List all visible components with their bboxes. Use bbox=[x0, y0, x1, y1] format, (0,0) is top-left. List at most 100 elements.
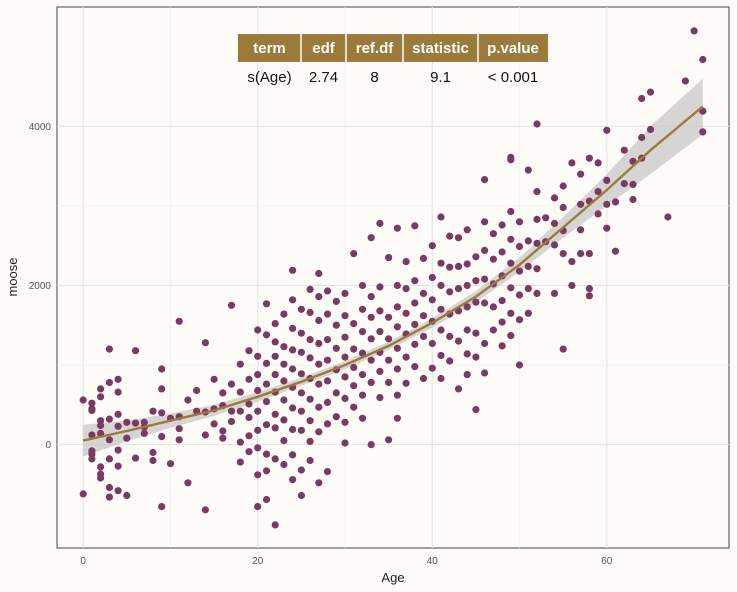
data-point bbox=[507, 309, 515, 317]
data-point bbox=[271, 320, 279, 328]
data-point bbox=[323, 468, 332, 476]
data-point bbox=[411, 222, 419, 230]
data-point bbox=[97, 393, 105, 401]
data-point bbox=[97, 421, 105, 430]
data-point bbox=[515, 218, 524, 226]
data-point bbox=[341, 418, 349, 426]
data-point bbox=[254, 386, 262, 395]
data-point bbox=[358, 328, 367, 336]
data-point bbox=[393, 281, 401, 290]
data-point bbox=[472, 406, 480, 414]
data-point bbox=[114, 388, 122, 396]
data-point bbox=[341, 373, 349, 381]
data-point bbox=[367, 234, 375, 242]
data-point bbox=[385, 356, 393, 364]
data-point bbox=[323, 356, 332, 364]
data-point bbox=[315, 339, 323, 348]
data-point bbox=[306, 285, 314, 293]
data-point bbox=[402, 353, 410, 361]
data-point bbox=[393, 323, 401, 331]
data-point bbox=[533, 239, 541, 247]
data-point bbox=[79, 396, 87, 404]
data-point bbox=[419, 312, 428, 320]
data-point bbox=[315, 428, 323, 436]
data-point bbox=[402, 379, 410, 387]
data-point bbox=[289, 324, 297, 332]
data-point bbox=[524, 309, 532, 317]
data-point bbox=[489, 303, 497, 311]
data-point bbox=[193, 386, 201, 395]
data-point bbox=[358, 305, 367, 313]
data-point bbox=[376, 219, 384, 227]
data-point bbox=[245, 448, 253, 456]
data-point bbox=[515, 316, 524, 324]
data-point bbox=[105, 415, 113, 423]
data-point bbox=[323, 377, 332, 385]
data-point bbox=[350, 403, 358, 411]
data-point bbox=[306, 417, 314, 425]
data-point bbox=[463, 303, 471, 311]
data-point bbox=[271, 338, 279, 346]
data-point bbox=[323, 398, 332, 406]
data-point bbox=[533, 265, 541, 273]
data-point bbox=[254, 371, 262, 379]
data-point bbox=[524, 285, 532, 293]
table-header-label: term bbox=[253, 40, 286, 57]
data-point bbox=[367, 335, 375, 343]
data-point bbox=[97, 385, 105, 393]
data-point bbox=[254, 407, 262, 415]
data-point bbox=[131, 347, 140, 355]
data-point bbox=[105, 436, 113, 444]
data-point bbox=[603, 176, 611, 184]
data-point bbox=[306, 354, 314, 362]
table-cell: 2.74 bbox=[309, 69, 338, 86]
data-point bbox=[315, 316, 323, 325]
data-point bbox=[149, 448, 157, 457]
data-point bbox=[515, 361, 524, 369]
data-point bbox=[341, 394, 349, 402]
data-point bbox=[88, 399, 96, 407]
data-point bbox=[690, 27, 698, 35]
data-point bbox=[419, 254, 428, 262]
stats-table: term edf ref.df statistic p.value s(Age) 2.74 8… bbox=[238, 34, 548, 86]
data-point bbox=[280, 416, 288, 424]
data-point bbox=[105, 455, 113, 463]
data-point bbox=[638, 94, 646, 103]
data-point bbox=[568, 281, 576, 290]
data-point bbox=[323, 310, 332, 318]
data-point bbox=[201, 339, 209, 347]
data-point bbox=[454, 285, 463, 293]
data-point bbox=[515, 267, 524, 275]
data-point bbox=[437, 281, 445, 290]
data-point bbox=[262, 331, 271, 339]
data-point bbox=[306, 437, 314, 445]
data-point bbox=[463, 281, 471, 290]
data-point bbox=[419, 289, 428, 297]
data-point bbox=[123, 491, 131, 500]
data-point bbox=[219, 389, 227, 397]
data-point bbox=[507, 259, 515, 267]
data-point bbox=[385, 436, 393, 444]
data-point bbox=[254, 352, 262, 360]
data-point bbox=[158, 385, 166, 393]
data-point bbox=[341, 353, 349, 361]
data-point bbox=[568, 159, 576, 167]
data-point bbox=[411, 340, 419, 348]
data-point bbox=[428, 242, 436, 250]
data-point bbox=[629, 180, 637, 188]
data-point bbox=[393, 344, 401, 352]
data-point bbox=[463, 326, 471, 334]
data-point bbox=[297, 466, 305, 474]
table-header-label: ref.df bbox=[356, 40, 395, 57]
points-layer bbox=[79, 27, 707, 529]
data-point bbox=[105, 483, 113, 492]
data-point bbox=[393, 224, 401, 232]
data-point bbox=[577, 226, 585, 234]
data-point bbox=[175, 425, 183, 433]
data-point bbox=[402, 285, 410, 293]
data-point bbox=[559, 345, 567, 353]
y-axis-title: moose bbox=[5, 257, 20, 296]
data-point bbox=[533, 289, 541, 297]
data-point bbox=[131, 454, 140, 462]
